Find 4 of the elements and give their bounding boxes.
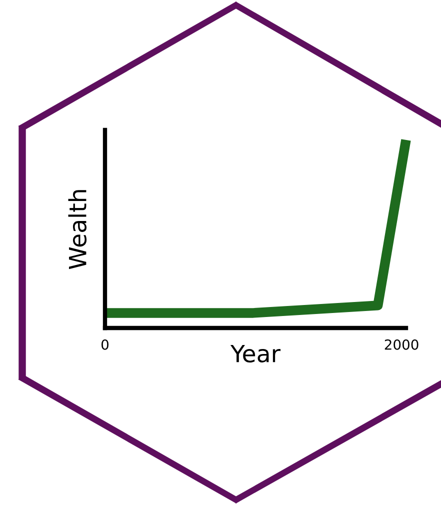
y-axis-title: Wealth xyxy=(68,190,87,270)
x-axis-title: Year xyxy=(230,344,280,362)
x-tick-label: 0 xyxy=(101,339,108,350)
x-tick-label: 2000 xyxy=(384,339,418,350)
